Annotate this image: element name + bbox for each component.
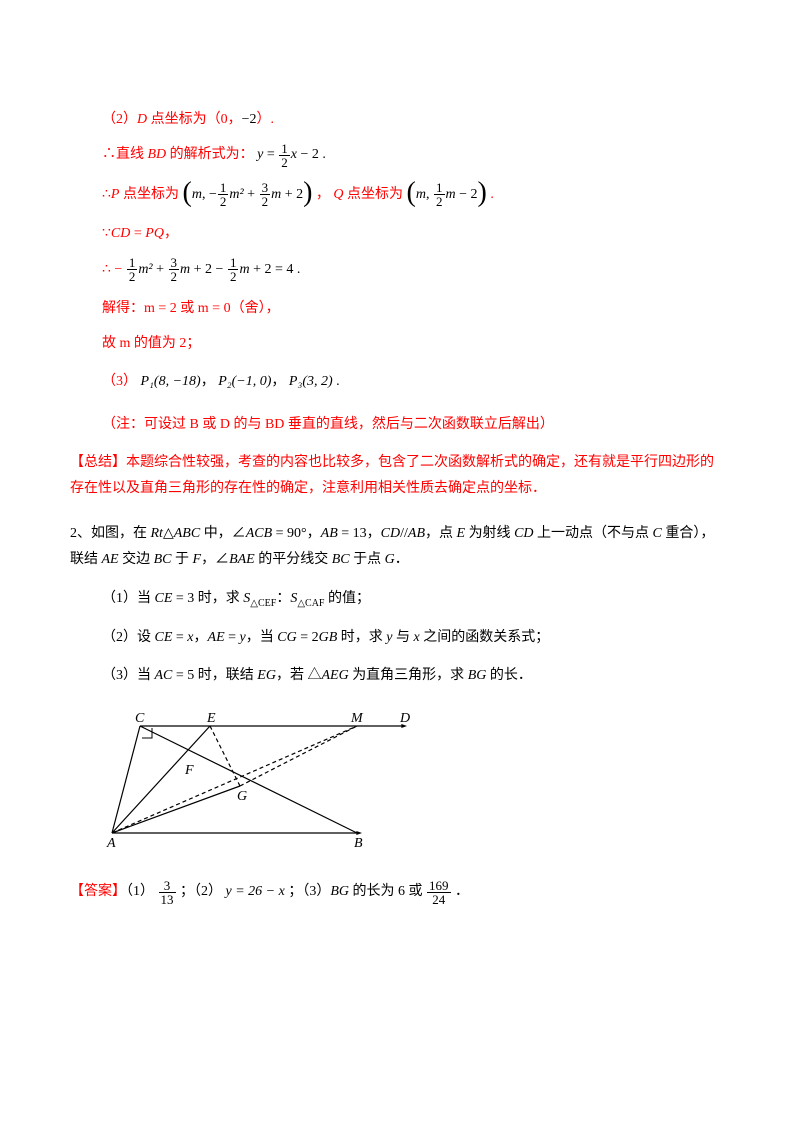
note-line: （注：可设过 B 或 D 的与 BD 垂直的直线，然后与二次函数联立后解出） <box>102 410 724 439</box>
answer-block: 【答案】（1） 313 ；（2） y = 26 − x ；（3）BG 的长为 6… <box>70 877 724 906</box>
triangle-figure: A B C E M D F G <box>102 708 432 848</box>
points-P-Q: ∴P 点坐标为 (m, −12m² + 32m + 2) ， Q 点坐标为 (m… <box>102 180 724 209</box>
svg-text:D: D <box>399 711 410 726</box>
svg-text:F: F <box>184 763 194 778</box>
line-BD-equation: ∴直线 BD 的解析式为： y = 12x − 2 . <box>102 140 724 169</box>
svg-text:A: A <box>106 836 116 848</box>
geometry-diagram: A B C E M D F G <box>102 708 724 859</box>
problem-2-q1: （1）当 CE = 3 时，求 S△CEF：S△CAF 的值； <box>102 586 724 613</box>
equation-expand: ∴ − 12m² + 32m + 2 − 12m + 2 = 4 . <box>102 255 724 284</box>
step-2-coord: （2）D 点坐标为（0，−2）. <box>102 105 724 134</box>
svg-text:E: E <box>206 711 216 726</box>
problem-2-q2: （2）设 CE = x，AE = y，当 CG = 2GB 时，求 y 与 x … <box>102 625 724 652</box>
svg-text:C: C <box>135 711 145 726</box>
step-3-points: （3） P₁(8, −18)， P₂(−1, 0)， P₃(3, 2) . <box>102 367 724 396</box>
svg-text:M: M <box>350 711 364 726</box>
result-m: 故 m 的值为 2； <box>102 329 724 358</box>
svg-text:G: G <box>237 789 247 804</box>
problem-2-q3: （3）当 AC = 5 时，联结 EG，若 △AEG 为直角三角形，求 BG 的… <box>102 663 724 690</box>
cd-eq-pq: ∵CD = PQ， <box>102 219 724 248</box>
problem-2-stem: 2、如图，在 Rt△ABC 中，∠ACB = 90°，AB = 13，CD//A… <box>70 521 724 574</box>
summary-block: 【总结】本题综合性较强，考查的内容也比较多，包含了二次函数解析式的确定，还有就是… <box>70 450 724 503</box>
svg-text:B: B <box>354 836 363 848</box>
problem-2: 2、如图，在 Rt△ABC 中，∠ACB = 90°，AB = 13，CD//A… <box>70 521 724 690</box>
solve-m: 解得：m = 2 或 m = 0（舍）， <box>102 294 724 323</box>
